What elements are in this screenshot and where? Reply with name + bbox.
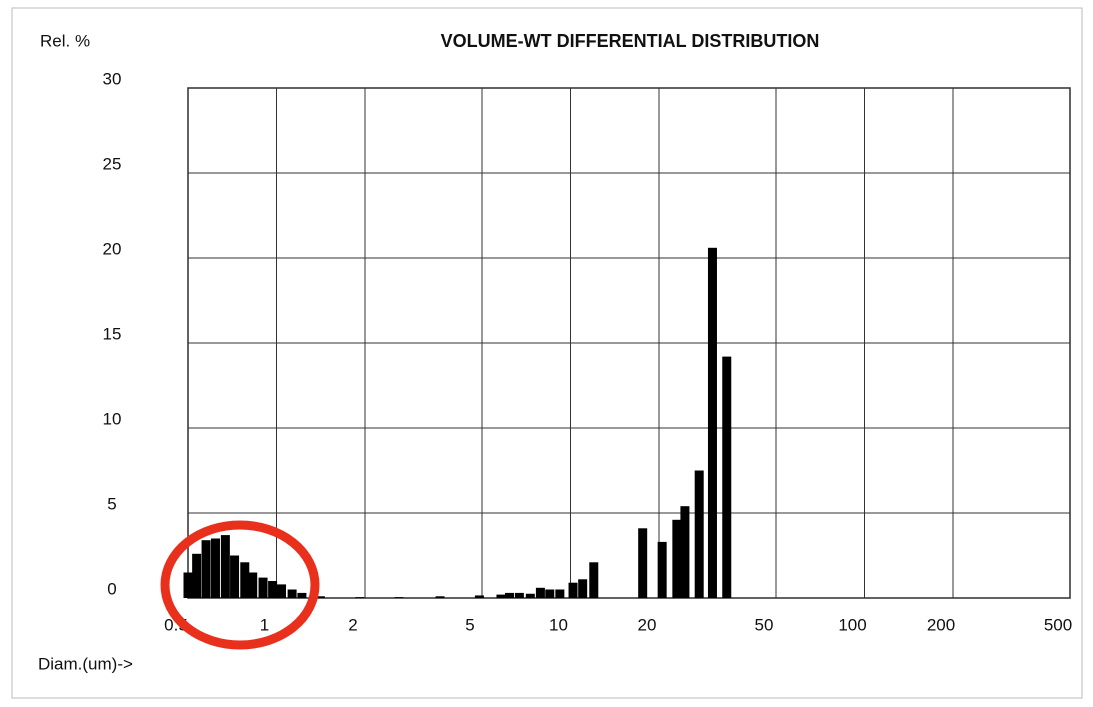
x-tick-label: 2 [348, 615, 357, 634]
bar [555, 589, 565, 598]
bar [535, 587, 545, 598]
highlight-circle [160, 520, 320, 650]
bar [277, 584, 287, 598]
chart-title: VOLUME-WT DIFFERENTIAL DISTRIBUTION [441, 31, 820, 51]
y-tick-label: 5 [107, 494, 116, 513]
bar [210, 538, 220, 598]
x-tick-label: 100 [838, 615, 866, 634]
y-tick-label: 30 [103, 69, 122, 88]
bar [240, 562, 250, 598]
bar [355, 597, 365, 598]
y-tick-label: 15 [103, 324, 122, 343]
bar [220, 535, 230, 598]
bar [638, 528, 648, 598]
bar [315, 596, 325, 598]
bar [589, 562, 599, 598]
bar [258, 577, 268, 598]
bar [672, 519, 682, 598]
bar [578, 579, 588, 598]
x-tick-label: 20 [638, 615, 657, 634]
y-axis-label: Rel. % [40, 31, 90, 50]
bar [192, 553, 202, 598]
bar [474, 595, 484, 598]
bar [394, 597, 404, 598]
bar [568, 582, 578, 598]
bar [707, 247, 717, 599]
bar [287, 589, 297, 598]
bar [657, 541, 667, 598]
bar [230, 555, 240, 598]
bar [722, 356, 732, 598]
x-tick-label: 10 [549, 615, 568, 634]
x-tick-label: 1 [260, 615, 269, 634]
y-tick-label: 10 [103, 409, 122, 428]
bar [297, 592, 307, 598]
bar [496, 594, 506, 598]
x-tick-label: 50 [755, 615, 774, 634]
x-tick-label: 5 [465, 615, 474, 634]
bar [183, 572, 193, 598]
bar [201, 540, 211, 598]
x-tick-label: 200 [927, 615, 955, 634]
bar [435, 596, 445, 598]
y-tick-label: 20 [103, 239, 122, 258]
page-border [11, 7, 1083, 699]
bar [525, 593, 535, 598]
bar [680, 506, 690, 598]
bar [694, 470, 704, 598]
x-axis-label: Diam.(um)-> [38, 654, 133, 673]
bar [514, 592, 524, 598]
bar [268, 581, 278, 598]
x-tick-label: 500 [1044, 615, 1072, 634]
bar [545, 589, 555, 598]
y-tick-label: 0 [107, 579, 116, 598]
y-tick-label: 25 [103, 154, 122, 173]
bar [248, 572, 258, 598]
bar [504, 592, 514, 598]
